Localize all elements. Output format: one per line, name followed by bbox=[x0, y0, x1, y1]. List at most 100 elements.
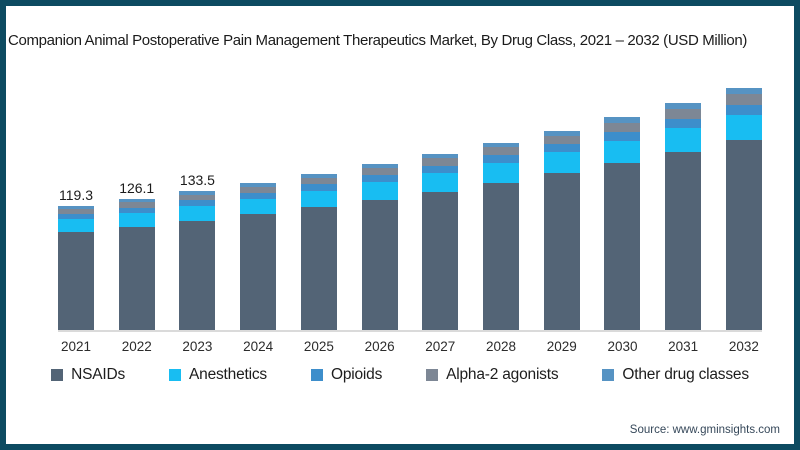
bar-stack-2028 bbox=[483, 142, 520, 330]
legend-swatch-icon bbox=[169, 369, 182, 381]
bar-segment bbox=[58, 208, 94, 215]
bar-segment bbox=[725, 114, 762, 141]
bar-segment bbox=[422, 158, 459, 166]
x-tick-label: 2024 bbox=[243, 339, 274, 354]
bar-segment bbox=[543, 173, 580, 330]
bar-column-2029 bbox=[543, 62, 580, 330]
bar-segment bbox=[118, 226, 155, 330]
bar-stack-2022 bbox=[118, 198, 155, 330]
bar-segment bbox=[240, 214, 277, 330]
bar-value-label: 133.5 bbox=[179, 172, 215, 189]
bar-column-2027 bbox=[422, 62, 459, 330]
bar-segment bbox=[240, 182, 277, 187]
legend-item: Anesthetics bbox=[169, 366, 267, 384]
legend-label: Opioids bbox=[330, 366, 383, 383]
bar-value-label: 119.3 bbox=[59, 186, 93, 203]
bar-segment bbox=[179, 220, 216, 330]
bar-column-2031 bbox=[665, 62, 702, 330]
bar-stack-2029 bbox=[543, 130, 580, 330]
bar-segment bbox=[604, 117, 641, 123]
bar-segment bbox=[604, 140, 641, 164]
bar-stack-2030 bbox=[604, 117, 641, 330]
bar-segment bbox=[483, 142, 520, 148]
bar-column-2025 bbox=[300, 62, 337, 330]
bar-segment bbox=[665, 152, 702, 330]
bar-stack-2031 bbox=[665, 103, 702, 330]
bar-segment bbox=[179, 191, 216, 195]
bar-stack-2021 bbox=[58, 205, 94, 330]
legend-item: Opioids bbox=[310, 366, 383, 384]
legend-item: Other drug classes bbox=[602, 366, 749, 384]
bar-segment bbox=[543, 135, 580, 144]
bar-segment bbox=[361, 199, 398, 330]
bar-segment bbox=[604, 131, 641, 141]
x-tick-label: 2022 bbox=[121, 339, 152, 354]
legend-swatch-icon bbox=[51, 369, 64, 381]
bar-segment bbox=[665, 118, 702, 129]
bar-column-2030 bbox=[604, 62, 641, 330]
bar-segment bbox=[300, 207, 337, 330]
bar-segment bbox=[240, 198, 277, 215]
bar-segment bbox=[179, 200, 216, 207]
bar-segment bbox=[604, 122, 641, 132]
bar-segment bbox=[725, 140, 762, 330]
legend-item: Alpha-2 agonists bbox=[426, 366, 559, 384]
bar-segment bbox=[118, 198, 155, 203]
bar-segment bbox=[179, 206, 216, 221]
bar-segment bbox=[118, 202, 155, 208]
x-axis: 2021 2022 2023 2024 2025 2026 2027 2028 2029 2030… bbox=[58, 339, 762, 354]
bar-segment bbox=[543, 130, 580, 136]
bar-segment bbox=[422, 191, 459, 330]
bar-segment bbox=[58, 205, 94, 209]
bar-value-label: 126.1 bbox=[119, 179, 155, 196]
bar-segment bbox=[725, 94, 762, 105]
bar-segment bbox=[422, 165, 459, 174]
bar-segment bbox=[483, 155, 520, 164]
bar-segment bbox=[483, 163, 520, 183]
bar-segment bbox=[543, 152, 580, 174]
bar-segment bbox=[422, 173, 459, 192]
bar-column-2023: 133.5 bbox=[179, 62, 216, 330]
bar-segment bbox=[58, 232, 94, 330]
legend-item: NSAIDs bbox=[51, 366, 125, 384]
bar-segment bbox=[725, 104, 762, 115]
bar-stack-2023 bbox=[179, 191, 216, 330]
bar-segment bbox=[118, 207, 155, 214]
bar-segment bbox=[483, 147, 520, 156]
legend-swatch-icon bbox=[310, 369, 323, 381]
source-text: Source: www.gminsights.com bbox=[629, 424, 780, 436]
bar-column-2022: 126.1 bbox=[118, 62, 155, 330]
bar-stack-2025 bbox=[300, 173, 337, 330]
bar-segment bbox=[483, 182, 520, 330]
legend-label: NSAIDs bbox=[71, 366, 126, 383]
bar-segment bbox=[240, 186, 277, 193]
x-tick-label: 2030 bbox=[607, 339, 638, 354]
legend-label: Alpha-2 agonists bbox=[446, 366, 559, 383]
legend-swatch-icon bbox=[602, 369, 615, 381]
bar-segment bbox=[665, 103, 702, 110]
bar-column-2021: 119.3 bbox=[58, 62, 94, 330]
x-tick-label: 2028 bbox=[486, 339, 517, 354]
bar-segment bbox=[361, 175, 398, 183]
bar-segment bbox=[300, 173, 337, 178]
bar-stack-2027 bbox=[422, 153, 459, 330]
x-tick-label: 2029 bbox=[546, 339, 577, 354]
bar-segment bbox=[361, 168, 398, 176]
bar-column-2026 bbox=[361, 62, 398, 330]
bar-segment bbox=[604, 163, 641, 330]
bar-stack-2026 bbox=[361, 164, 398, 330]
chart-title: Companion Animal Postoperative Pain Mana… bbox=[8, 32, 747, 49]
bar-segment bbox=[543, 143, 580, 153]
x-tick-label: 2021 bbox=[60, 339, 92, 354]
bar-segment bbox=[665, 109, 702, 119]
bar-segment bbox=[179, 194, 216, 201]
x-tick-label: 2027 bbox=[425, 339, 456, 354]
bar-segment bbox=[240, 192, 277, 199]
bar-stack-2032 bbox=[725, 88, 762, 330]
bar-segment bbox=[58, 214, 94, 220]
x-tick-label: 2025 bbox=[303, 339, 334, 354]
x-tick-label: 2026 bbox=[364, 339, 395, 354]
legend-swatch-icon bbox=[426, 369, 439, 381]
bar-segment bbox=[422, 153, 459, 159]
bar-segment bbox=[300, 190, 337, 208]
